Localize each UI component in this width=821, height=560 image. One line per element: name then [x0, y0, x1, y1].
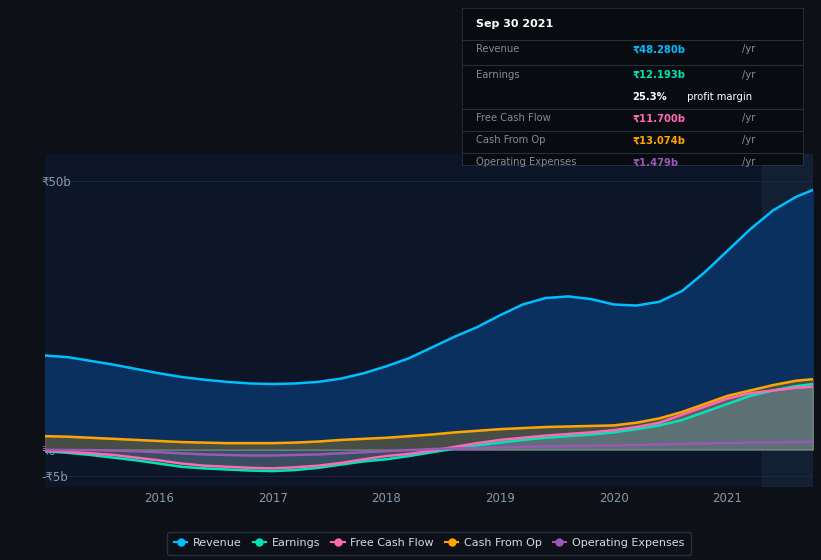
Text: ₹13.074b: ₹13.074b — [632, 136, 686, 146]
Text: Free Cash Flow: Free Cash Flow — [476, 114, 551, 123]
Text: /yr: /yr — [741, 69, 755, 80]
Text: /yr: /yr — [741, 157, 755, 167]
Text: /yr: /yr — [741, 136, 755, 146]
Text: ₹48.280b: ₹48.280b — [632, 44, 686, 54]
Text: /yr: /yr — [741, 114, 755, 123]
Legend: Revenue, Earnings, Free Cash Flow, Cash From Op, Operating Expenses: Revenue, Earnings, Free Cash Flow, Cash … — [167, 531, 690, 555]
Text: ₹1.479b: ₹1.479b — [632, 157, 679, 167]
Text: 25.3%: 25.3% — [632, 91, 667, 101]
Text: ₹12.193b: ₹12.193b — [632, 69, 686, 80]
Bar — [762, 154, 813, 487]
Text: profit margin: profit margin — [684, 91, 752, 101]
Text: ₹11.700b: ₹11.700b — [632, 114, 686, 123]
Text: Earnings: Earnings — [476, 69, 520, 80]
Text: Cash From Op: Cash From Op — [476, 136, 545, 146]
Text: Sep 30 2021: Sep 30 2021 — [476, 20, 553, 29]
Text: /yr: /yr — [741, 44, 755, 54]
Text: Operating Expenses: Operating Expenses — [476, 157, 576, 167]
Text: Revenue: Revenue — [476, 44, 519, 54]
